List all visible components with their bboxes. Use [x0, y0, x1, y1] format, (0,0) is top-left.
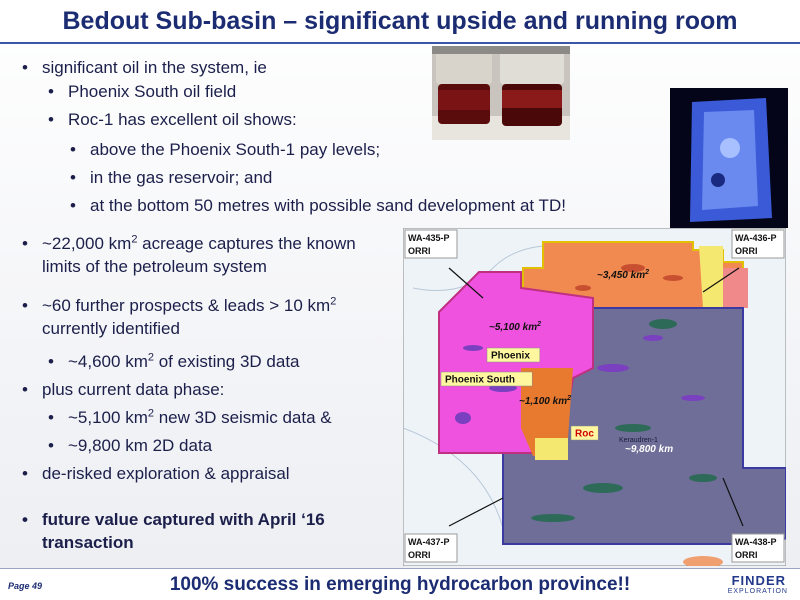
bullet-marker: •: [70, 168, 76, 187]
bullet-marker: •: [70, 196, 76, 215]
bullet-text: 2: [147, 351, 154, 364]
bullet-text: 2: [330, 295, 337, 308]
permit-label-box: [731, 533, 785, 563]
bullet-marker: •: [22, 510, 28, 529]
bullet-text: new 3D seismic data &: [153, 408, 332, 427]
bullet-text: 2: [131, 233, 138, 246]
field-label: Roc: [575, 429, 594, 440]
area-value: ~9,800 km: [625, 444, 673, 455]
core-fluorescence-photo: [670, 88, 788, 228]
bullet-item: • Phoenix South oil field: [48, 80, 800, 103]
permit-map: WA-435-P ORRI WA-436-P ORRI WA-437-P ORRI WA-4…: [403, 228, 786, 566]
bullet-text: ~60 further prospects & leads > 10 km: [42, 296, 331, 315]
field-label: Phoenix: [491, 351, 530, 362]
permit-tag: ORRI: [735, 550, 758, 560]
area-unit-sup: 2: [644, 269, 649, 276]
logo-subtitle: EXPLORATION: [727, 588, 788, 595]
permit-tag: ORRI: [408, 246, 431, 256]
bullet-marker: •: [48, 352, 54, 371]
bullet-text: 2: [147, 407, 154, 420]
permit-tag: ORRI: [408, 550, 431, 560]
permit-name: WA-437-P: [408, 537, 450, 547]
permit-label-box: [404, 533, 458, 563]
logo: FINDER: [731, 573, 786, 588]
bullet-item: • ~9,800 km 2D data: [48, 434, 388, 457]
field-label-box: [570, 425, 599, 441]
bullet-marker: •: [70, 140, 76, 159]
bullet-marker: •: [22, 58, 28, 77]
area-unit-sup: 2: [566, 395, 571, 402]
bullet-text: ~22,000 km: [42, 234, 132, 253]
bullet-text: ~5,100 km: [68, 408, 148, 427]
field-label: Phoenix South: [445, 375, 515, 386]
bullet-text: currently identified: [42, 319, 180, 338]
bullet-text: ~4,600 km: [68, 352, 148, 371]
bullet-text: at the bottom 50 metres with possible sa…: [90, 196, 566, 215]
bullet-text: plus current data phase:: [42, 380, 225, 399]
bullet-marker: •: [48, 110, 54, 129]
bullet-item: • de-risked exploration & appraisal: [22, 462, 382, 485]
bullet-text: in the gas reservoir; and: [90, 168, 273, 187]
footer: Page 49 100% success in emerging hydroca…: [0, 568, 800, 600]
area-label: ~3,450 km2: [597, 269, 649, 281]
bullet-item: • Roc-1 has excellent oil shows:: [48, 108, 800, 131]
permit-name: WA-435-P: [408, 233, 450, 243]
bullet-text: Roc-1 has excellent oil shows:: [68, 110, 297, 129]
bullet-item: • ~60 further prospects & leads > 10 km2 …: [22, 294, 387, 340]
well-label: Keraudren-1: [619, 437, 658, 444]
area-label: ~5,100 km2: [489, 321, 541, 333]
permit-name: WA-438-P: [735, 537, 777, 547]
permit-name: WA-436-P: [735, 233, 777, 243]
bullet-marker: •: [22, 464, 28, 483]
bullet-item: • above the Phoenix South-1 pay levels;: [70, 138, 790, 161]
bullet-item: • plus current data phase:: [22, 378, 382, 401]
bullet-item: • in the gas reservoir; and: [70, 166, 790, 189]
bullet-item: • ~22,000 km2 acreage captures the known …: [22, 232, 382, 278]
field-label-box: [486, 347, 541, 363]
area-value: ~5,100 km: [489, 322, 537, 333]
bullet-item: • ~5,100 km2 new 3D seismic data &: [48, 406, 388, 429]
bullet-text: future value captured with April ‘16 tra…: [42, 510, 325, 552]
bullet-text: de-risked exploration & appraisal: [42, 464, 290, 483]
bullet-text: ~9,800 km 2D data: [68, 436, 213, 455]
bullet-text: acreage captures the known limits of the…: [42, 234, 356, 276]
bullet-item: • significant oil in the system, ie: [22, 56, 800, 79]
bullet-text: Phoenix South oil field: [68, 82, 237, 101]
bullet-marker: •: [48, 436, 54, 455]
bullet-marker: •: [22, 380, 28, 399]
bullet-item: • ~4,600 km2 of existing 3D data: [48, 350, 388, 373]
area-value: ~3,450 km: [597, 270, 645, 281]
bullet-marker: •: [22, 296, 28, 315]
slide-title: Bedout Sub-basin – significant upside an…: [0, 0, 800, 44]
bullet-marker: •: [48, 408, 54, 427]
permit-tag: ORRI: [735, 246, 758, 256]
page-number: Page 49: [8, 581, 43, 591]
area-label: ~1,100 km2: [519, 395, 571, 407]
field-label-box: [440, 371, 533, 387]
bullet-text: significant oil in the system, ie: [42, 58, 267, 77]
permit-label-box: [404, 229, 458, 259]
bullet-item: • at the bottom 50 metres with possible s…: [70, 194, 790, 217]
area-unit-sup: 2: [536, 321, 541, 328]
area-value: ~1,100 km: [519, 396, 567, 407]
permit-label-box: [731, 229, 785, 259]
area-label: ~9,800 km: [625, 444, 673, 455]
tagline: 100% success in emerging hydrocarbon pro…: [169, 574, 631, 595]
bullet-marker: •: [22, 234, 28, 253]
bullet-text: above the Phoenix South-1 pay levels;: [90, 140, 381, 159]
bullet-text: of existing 3D data: [153, 352, 300, 371]
bullet-item: • future value captured with April ‘16 tr…: [22, 508, 372, 554]
bullet-marker: •: [48, 82, 54, 101]
oil-sample-photo: [432, 46, 570, 140]
